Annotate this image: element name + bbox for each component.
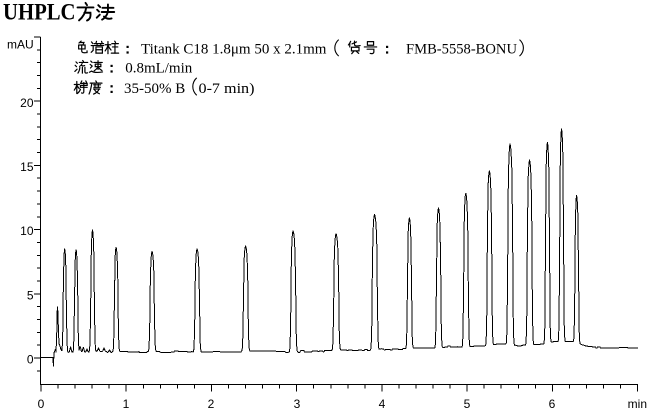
svg-text:mAU: mAU	[7, 38, 34, 52]
svg-text:4: 4	[379, 397, 386, 411]
svg-text:1: 1	[123, 397, 130, 411]
svg-text:0: 0	[27, 353, 34, 367]
svg-text:6: 6	[549, 397, 556, 411]
svg-text:FMB-5558-BONU: FMB-5558-BONU	[406, 42, 517, 58]
svg-text:UHPLC: UHPLC	[3, 0, 76, 26]
svg-text:10: 10	[20, 224, 34, 238]
svg-text:3: 3	[294, 397, 301, 411]
svg-text:0.8mL/min: 0.8mL/min	[125, 61, 193, 77]
svg-text:0-7 min): 0-7 min)	[199, 81, 255, 97]
svg-text:min: min	[628, 397, 647, 411]
svg-text:2: 2	[208, 397, 215, 411]
svg-text:20: 20	[20, 96, 34, 110]
svg-text:5: 5	[464, 397, 471, 411]
svg-text:5: 5	[27, 288, 34, 302]
svg-text:0: 0	[38, 397, 45, 411]
svg-text:15: 15	[20, 160, 34, 174]
svg-text:35-50% B: 35-50% B	[124, 81, 185, 97]
svg-text:Titank C18 1.8μm 50 x 2.1mm: Titank C18 1.8μm 50 x 2.1mm	[141, 42, 327, 58]
